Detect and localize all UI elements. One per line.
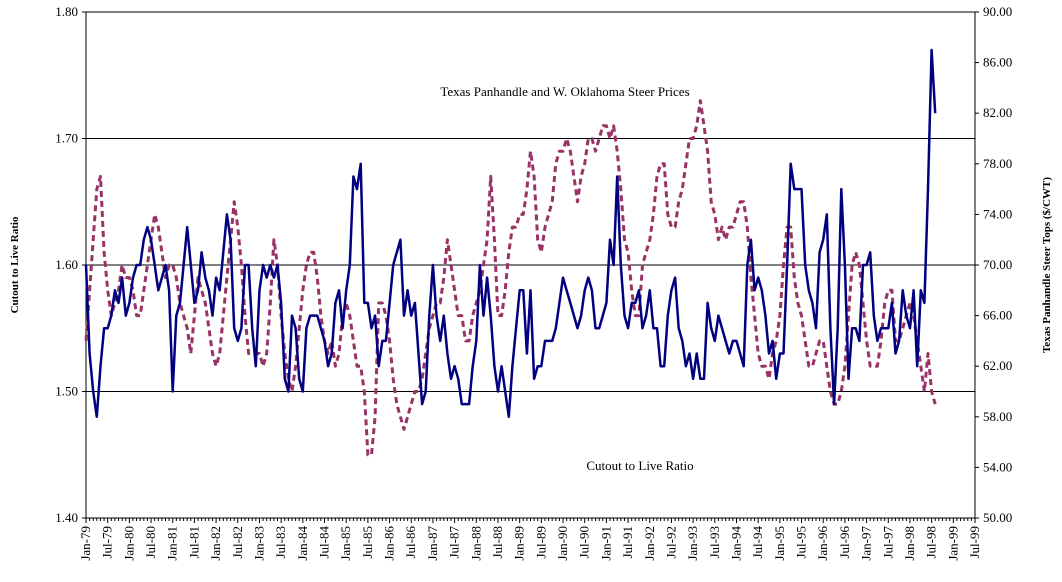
x-tick-label: Jan-97 bbox=[859, 526, 874, 561]
y2-tick-label: 86.00 bbox=[983, 55, 1012, 70]
x-tick-label: Jul-94 bbox=[750, 526, 765, 559]
x-tick-label: Jul-97 bbox=[880, 526, 895, 559]
y2-tick-label: 58.00 bbox=[983, 409, 1012, 424]
x-tick-label: Jul-96 bbox=[837, 526, 852, 559]
annotation: Cutout to Live Ratio bbox=[586, 458, 693, 473]
x-tick-label: Jul-86 bbox=[403, 526, 418, 559]
x-tick-label: Jan-86 bbox=[382, 526, 397, 561]
y-axis-title: Cutout to Live Ratio bbox=[9, 216, 21, 313]
x-tick-label: Jul-79 bbox=[100, 526, 115, 559]
x-tick-label: Jan-90 bbox=[555, 526, 570, 561]
x-tick-label: Jul-99 bbox=[967, 526, 982, 559]
y2-tick-label: 78.00 bbox=[983, 156, 1012, 171]
x-tick-label: Jan-87 bbox=[425, 526, 440, 561]
y2-tick-label: 50.00 bbox=[983, 510, 1012, 525]
y-tick-label: 1.50 bbox=[55, 384, 78, 399]
x-tick-label: Jul-82 bbox=[230, 526, 245, 559]
x-tick-label: Jan-83 bbox=[251, 526, 266, 561]
annotation: Texas Panhandle and W. Oklahoma Steer Pr… bbox=[440, 84, 689, 99]
x-tick-label: Jul-89 bbox=[533, 526, 548, 559]
x-tick-label: Jan-93 bbox=[685, 526, 700, 561]
y2-tick-label: 90.00 bbox=[983, 4, 1012, 19]
x-tick-label: Jan-84 bbox=[295, 526, 310, 561]
y-tick-label: 1.80 bbox=[55, 4, 78, 19]
x-tick-label: Jul-92 bbox=[663, 526, 678, 559]
x-tick-label: Jan-92 bbox=[642, 526, 657, 561]
y2-tick-label: 82.00 bbox=[983, 105, 1012, 120]
y2-tick-label: 62.00 bbox=[983, 358, 1012, 373]
x-tick-label: Jul-93 bbox=[707, 526, 722, 559]
y2-tick-label: 66.00 bbox=[983, 308, 1012, 323]
x-tick-label: Jan-91 bbox=[598, 526, 613, 561]
x-tick-label: Jul-84 bbox=[317, 526, 332, 559]
x-tick-label: Jan-95 bbox=[772, 526, 787, 561]
x-tick-label: Jul-81 bbox=[186, 526, 201, 559]
x-tick-label: Jan-98 bbox=[902, 526, 917, 561]
y2-axis-title: Texas Panhandle Steer Tops ($/CWT) bbox=[1041, 177, 1053, 353]
series-line bbox=[84, 48, 937, 419]
x-tick-label: Jul-85 bbox=[360, 526, 375, 559]
x-tick-label: Jan-99 bbox=[945, 526, 960, 561]
x-tick-label: Jan-80 bbox=[121, 526, 136, 561]
x-tick-label: Jul-95 bbox=[794, 526, 809, 559]
y-tick-label: 1.60 bbox=[55, 257, 78, 272]
y-tick-label: 1.70 bbox=[55, 131, 78, 146]
x-tick-label: Jul-88 bbox=[490, 526, 505, 559]
x-tick-label: Jan-79 bbox=[78, 526, 93, 561]
y-tick-label: 1.40 bbox=[55, 510, 78, 525]
x-tick-label: Jul-80 bbox=[143, 526, 158, 559]
x-tick-label: Jan-85 bbox=[338, 526, 353, 561]
x-tick-label: Jul-91 bbox=[620, 526, 635, 559]
y2-tick-label: 74.00 bbox=[983, 206, 1012, 221]
x-tick-label: Jan-89 bbox=[512, 526, 527, 561]
x-tick-label: Jul-83 bbox=[273, 526, 288, 559]
x-tick-label: Jul-90 bbox=[577, 526, 592, 559]
y2-tick-label: 70.00 bbox=[983, 257, 1012, 272]
x-tick-label: Jan-88 bbox=[468, 526, 483, 561]
x-tick-label: Jan-94 bbox=[728, 526, 743, 561]
x-tick-label: Jan-81 bbox=[165, 526, 180, 561]
x-tick-label: Jan-96 bbox=[815, 526, 830, 561]
x-tick-label: Jul-87 bbox=[447, 526, 462, 559]
x-tick-label: Jan-82 bbox=[208, 526, 223, 561]
y2-tick-label: 54.00 bbox=[983, 459, 1012, 474]
x-tick-label: Jul-98 bbox=[924, 526, 939, 559]
series-line bbox=[84, 99, 937, 457]
